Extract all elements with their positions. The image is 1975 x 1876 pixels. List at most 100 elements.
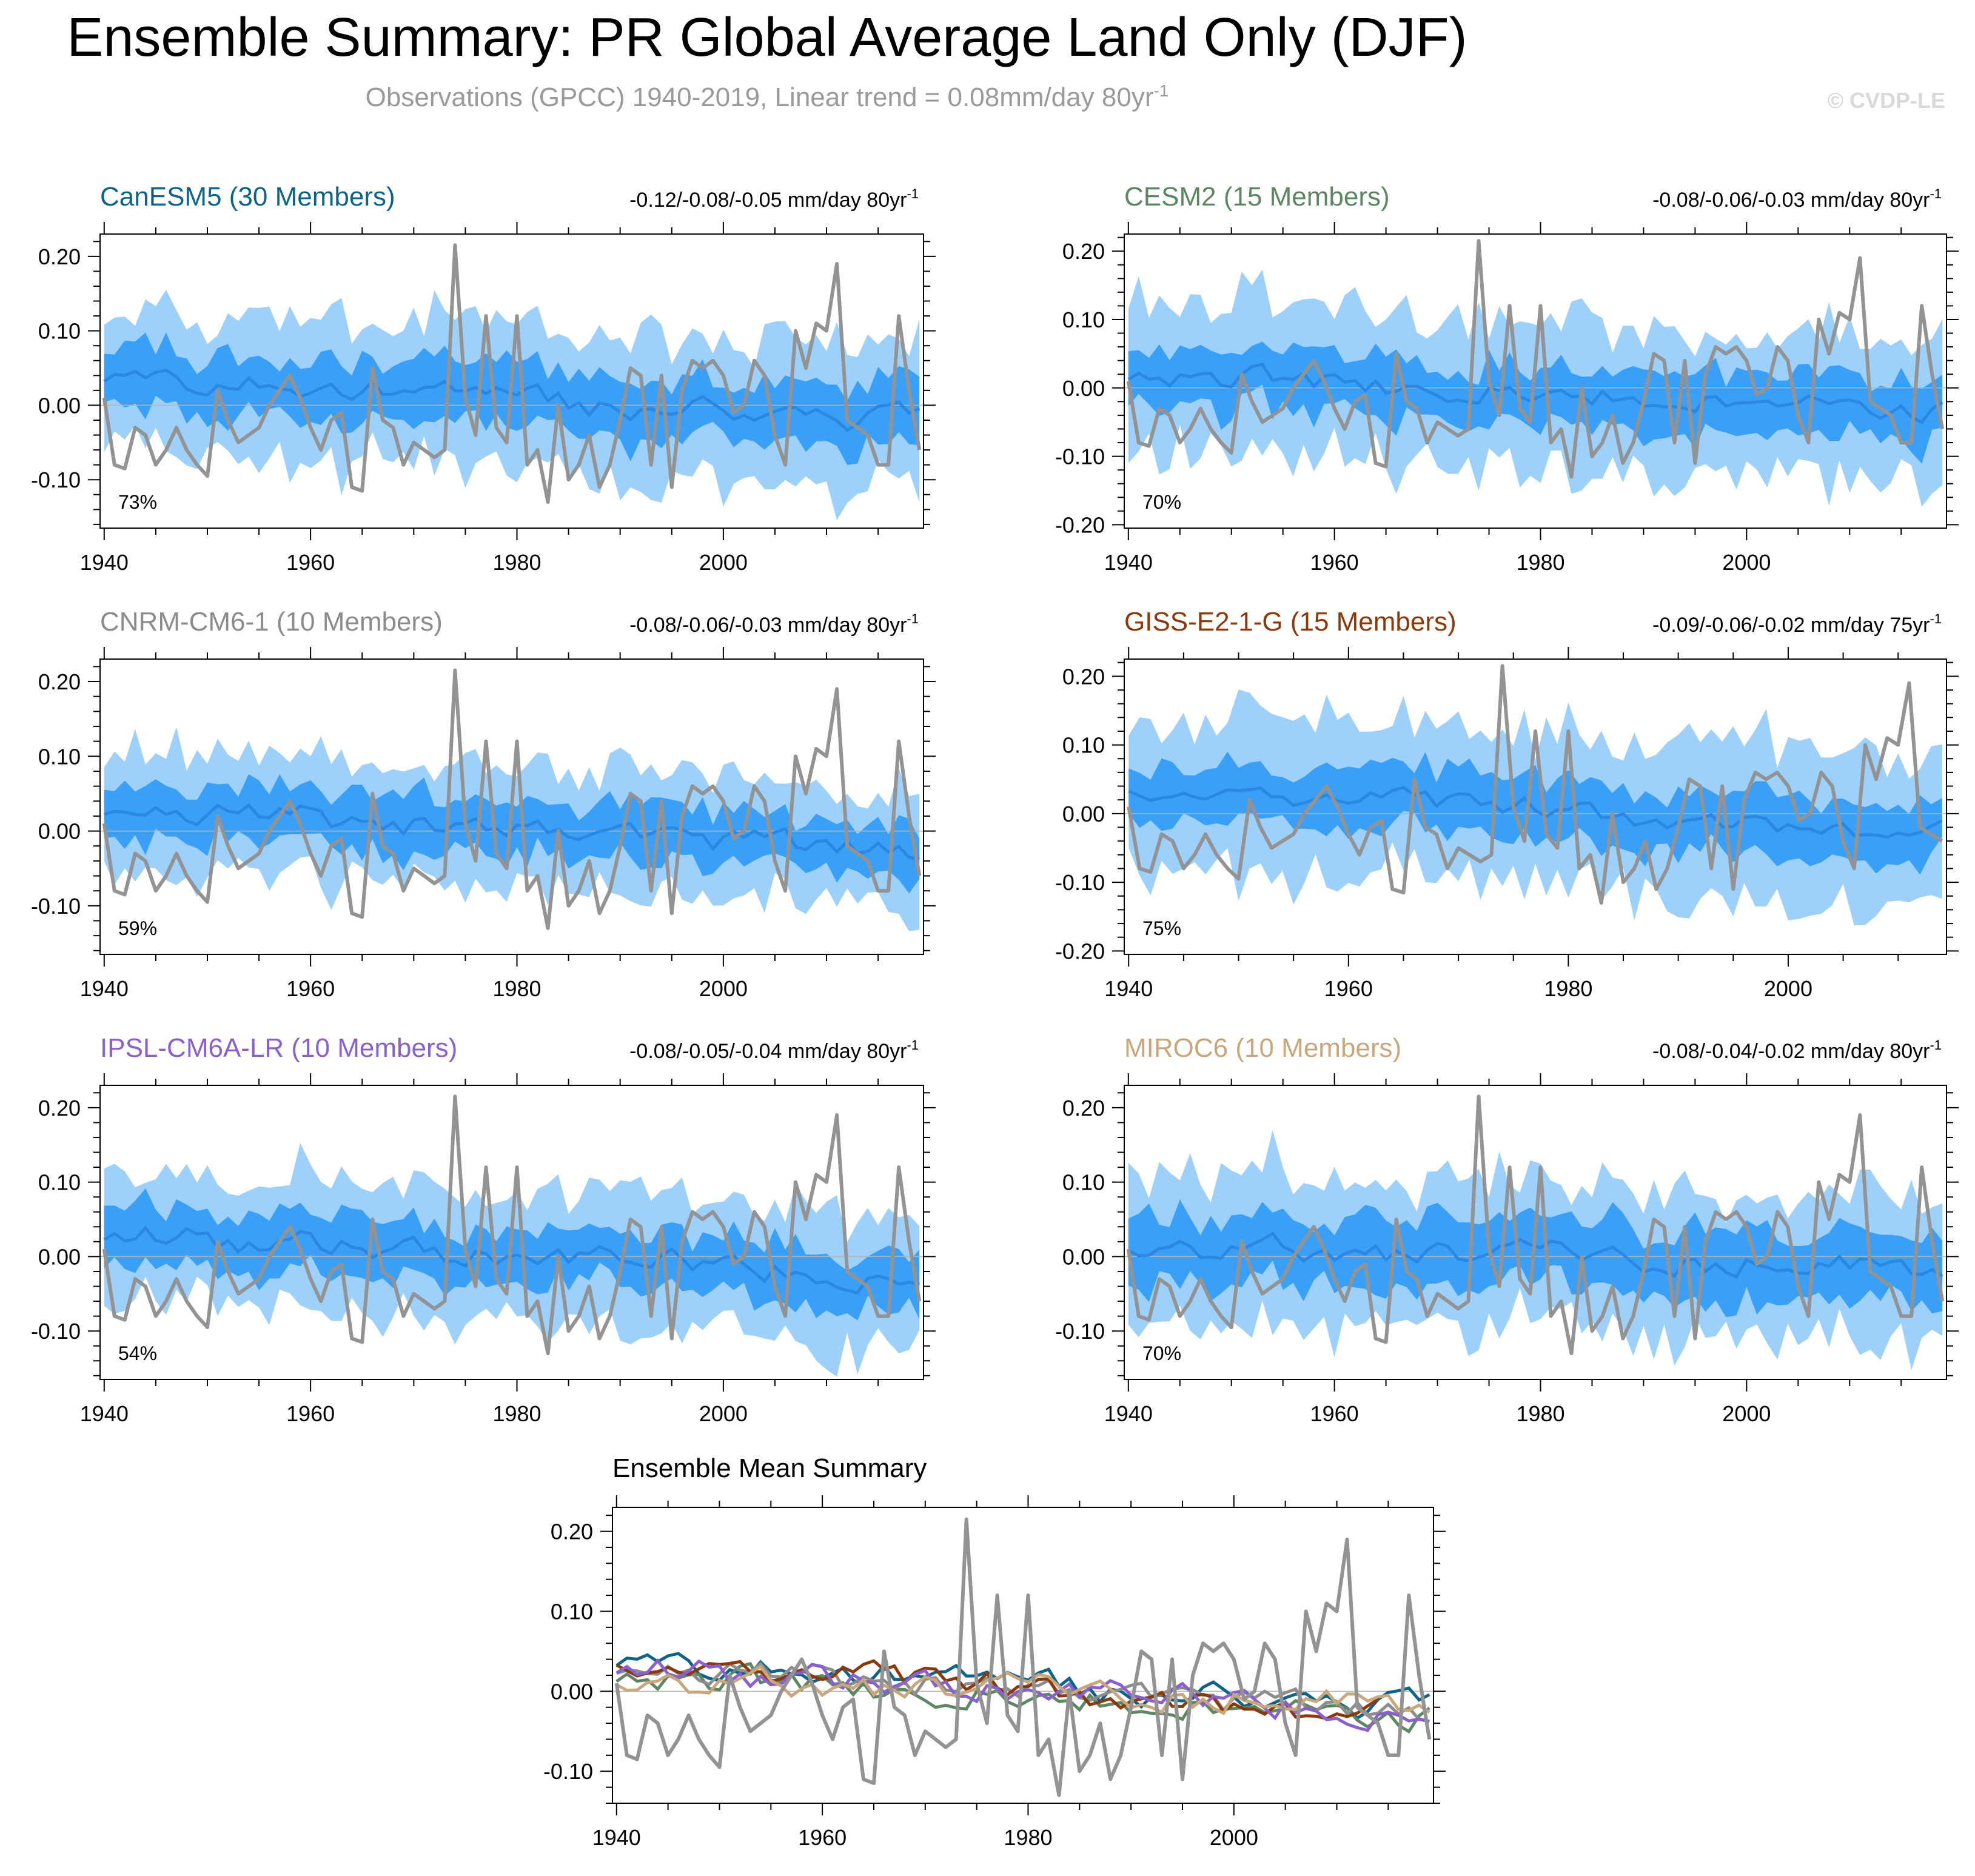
x-tick-label: 2000	[1764, 976, 1812, 1001]
y-tick-label: 0.10	[38, 1170, 81, 1195]
panel-ipsl-cm6a-lr: -0.10 0.00 0.10 0.20 1940 1960 1980 2000 IPSL-CM…	[31, 1033, 936, 1426]
trend-label: -0.08/-0.04/-0.02 mm/day 80yr-1	[1652, 1037, 1942, 1063]
x-tick-label: 1980	[1004, 1825, 1052, 1850]
y-tick-label: 0.20	[1062, 239, 1105, 264]
trend-text: -0.09/-0.06/-0.02 mm/day 75yr	[1652, 614, 1930, 637]
plot-area	[1124, 239, 1946, 507]
x-tick-label: 1940	[1104, 550, 1153, 575]
observations-line	[614, 1517, 1432, 1797]
y-tick-label: 0.10	[38, 319, 81, 344]
x-tick-label: 2000	[1210, 1825, 1258, 1850]
percent-label: 75%	[1142, 917, 1181, 939]
y-tick-label: 0.10	[1062, 1170, 1105, 1195]
trend-superscript: -1	[907, 1037, 919, 1053]
trend-label: -0.09/-0.06/-0.02 mm/day 75yr-1	[1652, 611, 1942, 637]
panel-title: MIROC6 (10 Members)	[1124, 1033, 1401, 1063]
x-tick-label: 1940	[80, 550, 129, 575]
y-tick-label: -0.10	[1055, 444, 1105, 469]
percent-label: 70%	[1142, 1342, 1181, 1364]
y-tick-label: 0.00	[38, 1244, 81, 1269]
x-tick-label: 1960	[286, 976, 335, 1001]
ensemble-iqr-band	[1128, 341, 1943, 464]
observations-line	[1126, 239, 1945, 479]
plot-area	[100, 668, 924, 931]
trend-superscript: -1	[907, 611, 919, 626]
plot-frame	[99, 233, 924, 529]
y-tick-label: 0.20	[1062, 664, 1105, 689]
y-tick-label: 0.10	[551, 1599, 593, 1624]
y-tick-label: 0.00	[38, 819, 81, 844]
x-tick-label: 1960	[798, 1825, 847, 1850]
plot-frame	[612, 1507, 1434, 1804]
y-tick-label: 0.10	[1062, 307, 1105, 332]
panel-canesm5: -0.10 0.00 0.10 0.20 1940 1960 1980 2000 CanESM5…	[31, 182, 936, 575]
trend-superscript: -1	[1930, 611, 1942, 626]
trend-text: -0.08/-0.05/-0.04 mm/day 80yr	[629, 1040, 907, 1063]
y-tick-label: -0.10	[31, 467, 81, 492]
y-tick-label: 0.20	[1062, 1096, 1105, 1121]
trend-label: -0.08/-0.06/-0.03 mm/day 80yr-1	[629, 611, 919, 637]
x-tick-label: 1940	[592, 1825, 641, 1850]
panel-title: CNRM-CM6-1 (10 Members)	[100, 607, 443, 637]
series-line-cesm2	[615, 1662, 1430, 1734]
trend-label: -0.08/-0.06/-0.03 mm/day 80yr-1	[1652, 186, 1942, 212]
x-tick-label: 1960	[286, 1401, 335, 1426]
observations-line	[1127, 664, 1943, 905]
plot-frame	[1124, 658, 1947, 955]
plot-frame	[99, 1085, 924, 1380]
panel-ensemble-mean-summary: -0.10 0.00 0.10 0.20 1940 1960 1980 2000 Ensembl…	[543, 1453, 1446, 1850]
trend-text: -0.08/-0.06/-0.03 mm/day 80yr	[629, 614, 907, 637]
y-tick-label: -0.10	[543, 1759, 593, 1784]
panel-giss-e2-1-g: -0.20 -0.10 0.00 0.10 0.20 1940 1960 1980 2000 GI…	[1055, 607, 1959, 1001]
x-tick-label: 1980	[1516, 550, 1564, 575]
y-tick-label: 0.00	[551, 1679, 593, 1704]
ensemble-iqr-band	[1128, 1199, 1943, 1318]
trend-text: -0.08/-0.04/-0.02 mm/day 80yr	[1652, 1040, 1930, 1063]
subtitle-superscript: -1	[1153, 81, 1169, 100]
y-tick-label: -0.10	[31, 894, 81, 919]
x-tick-label: 1980	[492, 550, 541, 575]
ensemble-mean-line	[1128, 786, 1943, 839]
panel-title: CESM2 (15 Members)	[1124, 182, 1390, 212]
y-tick-label: 0.20	[551, 1519, 593, 1544]
observations-line	[102, 243, 922, 504]
ensemble-mean-line	[103, 1225, 920, 1295]
y-tick-label: -0.10	[1055, 1319, 1105, 1344]
y-tick-label: 0.10	[1062, 733, 1105, 758]
x-tick-label: 1940	[1104, 976, 1153, 1001]
plot-area	[612, 1517, 1433, 1797]
x-tick-label: 2000	[1722, 1401, 1771, 1426]
observations-line	[1126, 1094, 1945, 1355]
y-tick-label: 0.20	[38, 669, 81, 694]
observations-line	[102, 668, 922, 930]
plot-area	[100, 1094, 924, 1377]
percent-label: 73%	[118, 491, 157, 513]
panel-title: IPSL-CM6A-LR (10 Members)	[100, 1033, 457, 1063]
y-tick-label: -0.10	[1055, 870, 1105, 895]
plot-area	[1124, 664, 1946, 926]
x-tick-label: 1940	[80, 976, 129, 1001]
y-tick-label: -0.10	[31, 1319, 81, 1344]
plot-area	[100, 243, 924, 520]
trend-superscript: -1	[1930, 186, 1942, 201]
x-tick-label: 1980	[492, 976, 541, 1001]
y-tick-label: 0.20	[38, 1096, 81, 1121]
summary-title: Ensemble Mean Summary	[612, 1453, 927, 1483]
y-tick-label: 0.00	[1062, 1244, 1105, 1269]
trend-superscript: -1	[907, 186, 919, 201]
figure-subtitle: Observations (GPCC) 1940-2019, Linear tr…	[366, 81, 1169, 112]
panel-cnrm-cm6-1: -0.10 0.00 0.10 0.20 1940 1960 1980 2000 CNRM-CM…	[31, 607, 936, 1001]
x-tick-label: 1960	[1310, 1401, 1359, 1426]
ensemble-iqr-band	[104, 1188, 920, 1321]
ensemble-mean-line	[104, 803, 920, 861]
y-tick-label: 0.00	[1062, 376, 1105, 401]
x-tick-label: 1980	[492, 1401, 541, 1426]
ensemble-iqr-band	[104, 774, 920, 894]
trend-superscript: -1	[1930, 1037, 1942, 1053]
x-tick-label: 2000	[1722, 550, 1771, 575]
watermark: © CVDP-LE	[1827, 88, 1945, 113]
y-tick-label: -0.20	[1055, 512, 1105, 537]
plot-frame	[1124, 1085, 1947, 1380]
figure-title: Ensemble Summary: PR Global Average Land…	[67, 7, 1467, 68]
